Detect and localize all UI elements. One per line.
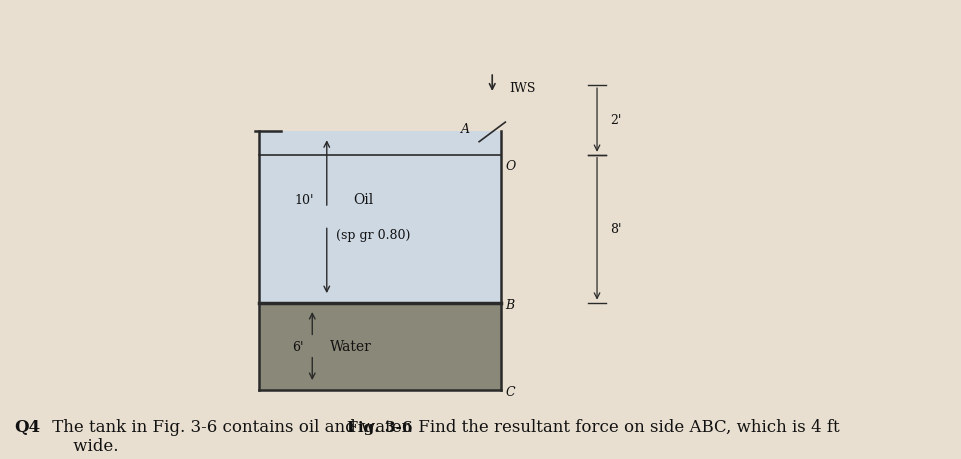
- Bar: [259, 303, 501, 390]
- Text: A: A: [461, 123, 470, 136]
- Text: (sp gr 0.80): (sp gr 0.80): [335, 228, 409, 241]
- Bar: [259, 132, 501, 303]
- Text: Water: Water: [330, 339, 371, 353]
- Text: B: B: [505, 299, 514, 312]
- Text: IWS: IWS: [509, 82, 535, 95]
- Text: Oil: Oil: [353, 193, 373, 207]
- Text: 6': 6': [292, 340, 304, 353]
- Text: The tank in Fig. 3-6 contains oil and water. Find the resultant force on side ​A: The tank in Fig. 3-6 contains oil and wa…: [47, 418, 839, 454]
- Text: O: O: [505, 160, 515, 173]
- Text: C: C: [505, 386, 514, 398]
- Text: 8': 8': [609, 223, 621, 235]
- Text: 2': 2': [609, 114, 621, 127]
- Text: Fig. 3-6: Fig. 3-6: [347, 420, 412, 434]
- Text: Q4: Q4: [14, 418, 40, 435]
- Text: 10': 10': [294, 193, 313, 207]
